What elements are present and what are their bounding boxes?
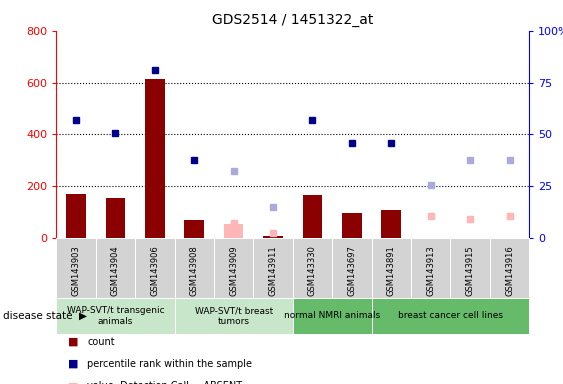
Text: normal NMRI animals: normal NMRI animals (284, 311, 380, 320)
Text: GSM143903: GSM143903 (72, 245, 81, 296)
Text: GSM143330: GSM143330 (308, 245, 317, 296)
Text: breast cancer cell lines: breast cancer cell lines (398, 311, 503, 320)
Bar (184, 220, 204, 238)
Text: GSM143891: GSM143891 (387, 245, 396, 296)
Text: GSM143697: GSM143697 (347, 245, 356, 296)
Text: WAP-SVT/t breast
tumors: WAP-SVT/t breast tumors (195, 306, 272, 326)
Bar (105, 198, 125, 238)
Text: value, Detection Call = ABSENT: value, Detection Call = ABSENT (87, 381, 243, 384)
Bar (263, 236, 283, 238)
Bar (145, 79, 164, 238)
Text: GSM143915: GSM143915 (466, 245, 475, 296)
Text: ■: ■ (68, 359, 78, 369)
Text: ■: ■ (68, 337, 78, 347)
Text: GSM143913: GSM143913 (426, 245, 435, 296)
Text: WAP-SVT/t transgenic
animals: WAP-SVT/t transgenic animals (66, 306, 164, 326)
Text: GSM143908: GSM143908 (190, 245, 199, 296)
Text: percentile rank within the sample: percentile rank within the sample (87, 359, 252, 369)
Text: GSM143916: GSM143916 (505, 245, 514, 296)
Bar (66, 194, 86, 238)
Bar (381, 210, 401, 238)
Text: ■: ■ (68, 381, 78, 384)
Text: GSM143909: GSM143909 (229, 245, 238, 296)
Bar (224, 224, 243, 238)
Text: count: count (87, 337, 115, 347)
Text: GSM143904: GSM143904 (111, 245, 120, 296)
Bar (342, 214, 361, 238)
Text: GSM143911: GSM143911 (269, 245, 278, 296)
Text: disease state  ▶: disease state ▶ (3, 311, 87, 321)
Bar (303, 195, 322, 238)
Title: GDS2514 / 1451322_at: GDS2514 / 1451322_at (212, 13, 373, 27)
Text: GSM143906: GSM143906 (150, 245, 159, 296)
